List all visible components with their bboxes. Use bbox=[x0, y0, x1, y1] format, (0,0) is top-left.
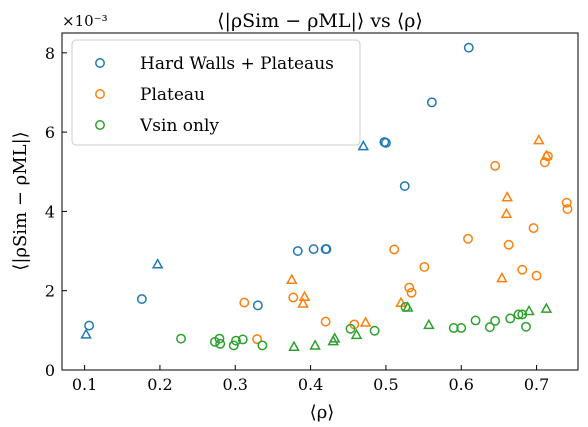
data-point-circle bbox=[308, 244, 319, 255]
x-tick-label: 0.3 bbox=[223, 375, 248, 394]
y-tick-label: 2 bbox=[45, 282, 55, 301]
x-tick-label: 0.4 bbox=[298, 375, 323, 394]
data-point-triangle bbox=[540, 302, 553, 313]
legend-marker bbox=[95, 89, 105, 99]
x-tick-label: 0.2 bbox=[147, 375, 172, 394]
data-point-circle bbox=[539, 157, 550, 168]
data-point-triangle bbox=[401, 301, 414, 312]
x-tick-label: 0.6 bbox=[449, 375, 474, 394]
data-point-triangle bbox=[496, 271, 508, 283]
data-point-circle bbox=[136, 294, 147, 304]
legend-box bbox=[71, 39, 361, 146]
data-point-circle bbox=[426, 97, 437, 108]
y-tick-label: 8 bbox=[45, 44, 55, 63]
legend-label: Hard Walls + Plateaus bbox=[140, 54, 334, 74]
data-point-triangle bbox=[350, 328, 363, 340]
data-point-circle bbox=[257, 340, 268, 351]
data-point-triangle bbox=[523, 304, 535, 316]
data-point-circle bbox=[231, 335, 241, 346]
data-point-circle bbox=[214, 333, 225, 344]
data-point-circle bbox=[176, 333, 186, 344]
data-point-circle bbox=[320, 316, 331, 327]
data-point-triangle bbox=[359, 316, 372, 327]
data-point-circle bbox=[239, 297, 250, 308]
plot-frame bbox=[61, 32, 579, 371]
x-tick-label: 0.5 bbox=[373, 375, 398, 394]
data-point-triangle bbox=[500, 207, 513, 219]
x-tick-label: 0.7 bbox=[524, 375, 549, 394]
data-point-triangle bbox=[309, 339, 321, 350]
data-point-triangle bbox=[540, 149, 553, 160]
data-point-circle bbox=[562, 204, 573, 214]
data-point-circle bbox=[490, 160, 501, 171]
data-point-circle bbox=[389, 244, 400, 255]
data-point-triangle bbox=[501, 191, 513, 202]
data-point-circle bbox=[252, 334, 263, 345]
x-tick-label: 0.1 bbox=[72, 375, 97, 394]
data-point-circle bbox=[448, 323, 459, 333]
data-point-circle bbox=[404, 282, 415, 293]
data-point-circle bbox=[288, 292, 299, 303]
data-point-circle bbox=[561, 197, 572, 208]
data-point-triangle bbox=[533, 134, 545, 145]
data-point-circle bbox=[215, 338, 226, 349]
data-point-circle bbox=[399, 181, 410, 191]
data-point-circle bbox=[517, 264, 528, 275]
data-point-circle bbox=[369, 325, 380, 336]
data-point-triangle bbox=[298, 290, 311, 302]
data-point-circle bbox=[380, 137, 391, 148]
data-point-triangle bbox=[285, 273, 298, 284]
data-point-circle bbox=[484, 322, 495, 333]
data-point-triangle bbox=[328, 332, 341, 343]
data-point-circle bbox=[292, 246, 303, 257]
data-point-circle bbox=[521, 321, 531, 332]
data-point-circle bbox=[470, 315, 481, 326]
data-point-triangle bbox=[357, 139, 370, 151]
data-point-triangle bbox=[288, 340, 300, 351]
data-point-circle bbox=[345, 323, 356, 334]
data-point-circle bbox=[84, 320, 95, 331]
data-point-circle bbox=[528, 223, 539, 234]
data-point-circle bbox=[252, 300, 263, 311]
data-point-circle bbox=[406, 287, 417, 298]
axis-ticks: 0.1 0.2 0.3 0.4 0.5 0.6 0.7 0 2 4 6 8 bbox=[45, 44, 549, 394]
data-point-triangle bbox=[297, 297, 309, 308]
data-point-circle bbox=[531, 270, 542, 281]
chart-title: ⟨|ρSim − ρML|⟩ vs ⟨ρ⟩ bbox=[217, 10, 423, 32]
y-tick-label: 6 bbox=[45, 123, 55, 142]
data-point-circle bbox=[321, 244, 332, 255]
y-tick-label: 4 bbox=[45, 202, 55, 221]
data-point-circle bbox=[503, 239, 514, 250]
data-point-circle bbox=[463, 233, 473, 244]
data-point-circle bbox=[505, 313, 516, 324]
data-point-circle bbox=[456, 323, 467, 333]
data-point-triangle bbox=[80, 328, 92, 339]
y-axis-label: ⟨|ρSim − ρML|⟩ bbox=[10, 131, 31, 270]
data-point-triangle bbox=[151, 258, 164, 269]
data-point-circle bbox=[463, 42, 474, 53]
data-point-circle bbox=[237, 334, 248, 345]
x-axis-label: ⟨ρ⟩ bbox=[310, 402, 335, 423]
legend: Hard Walls + Plateaus Plateau Vsin only bbox=[71, 39, 361, 146]
data-point-triangle bbox=[423, 318, 435, 330]
legend-label: Vsin only bbox=[139, 116, 219, 136]
legend-marker bbox=[95, 120, 105, 130]
y-axis-multiplier: ×10⁻³ bbox=[62, 12, 108, 30]
data-point-circle bbox=[228, 340, 239, 351]
data-point-circle bbox=[419, 261, 430, 272]
y-tick-label: 0 bbox=[45, 361, 55, 380]
plot-area bbox=[80, 42, 573, 351]
legend-marker bbox=[95, 58, 105, 68]
legend-label: Plateau bbox=[140, 85, 205, 105]
data-point-circle bbox=[513, 309, 524, 320]
data-point-circle bbox=[490, 315, 501, 326]
